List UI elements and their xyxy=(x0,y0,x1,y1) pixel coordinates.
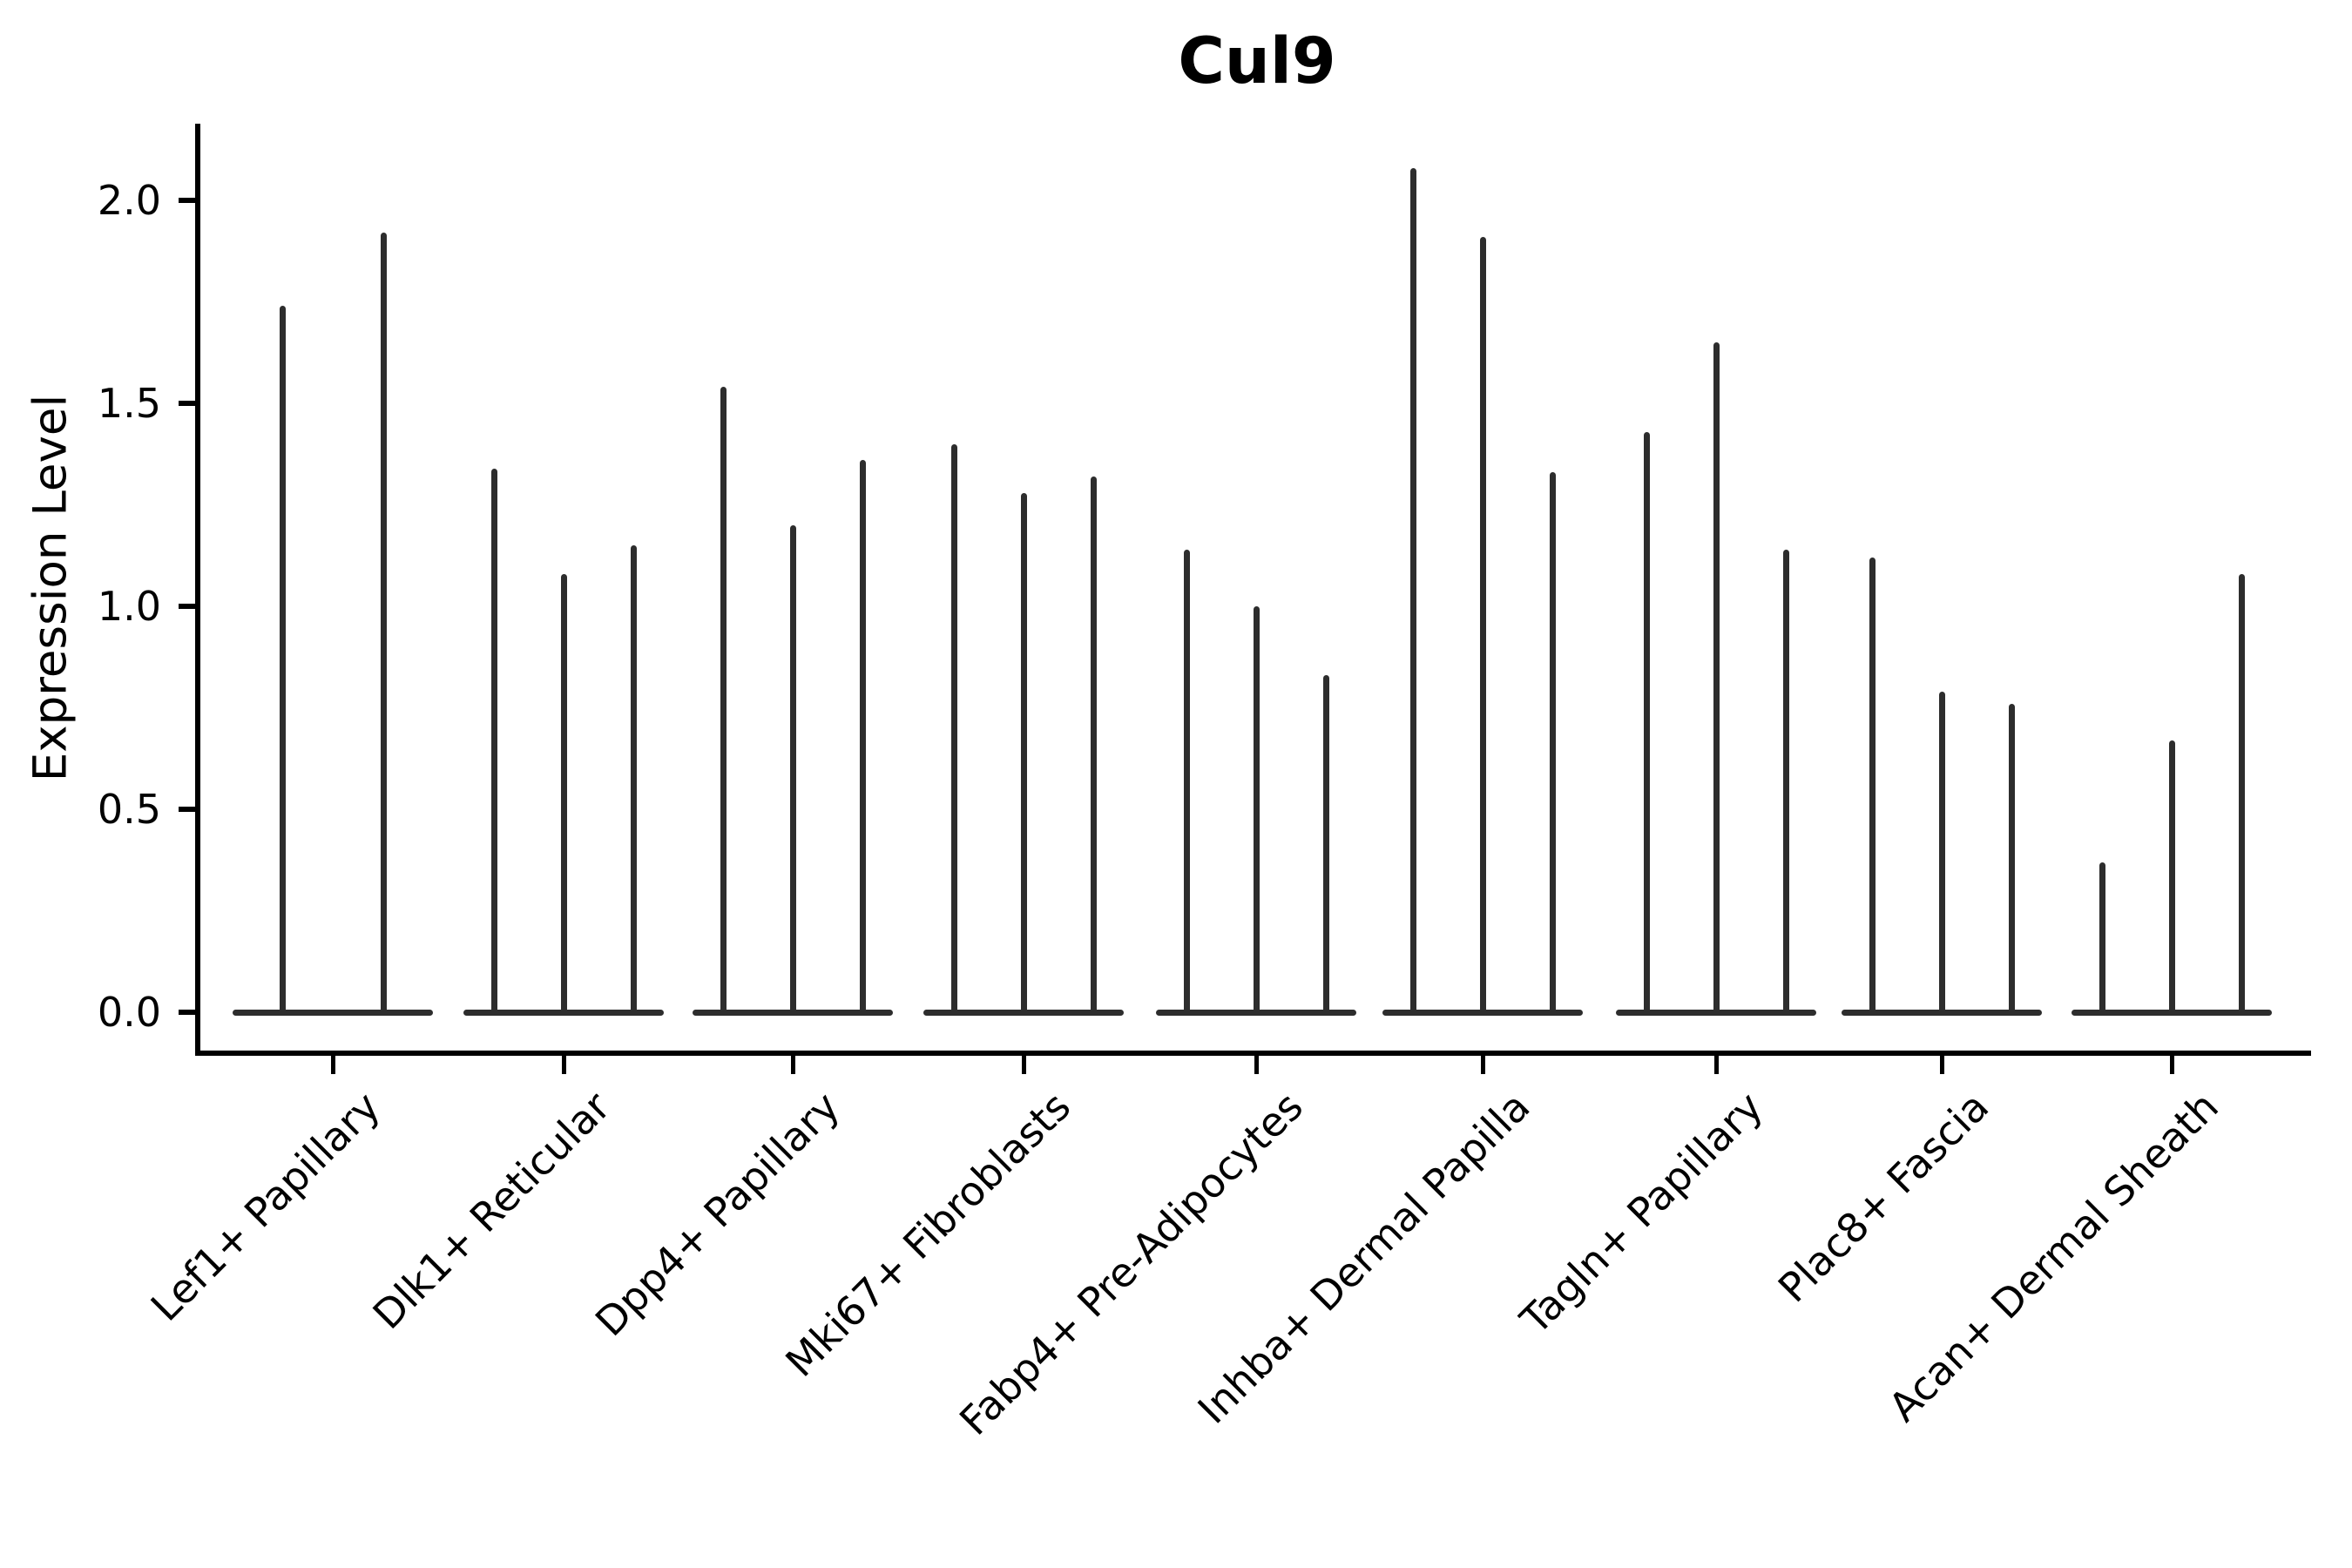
x-tick-label: Tagln+ Papillary xyxy=(1511,1083,1773,1343)
violin-spike xyxy=(1183,550,1190,1015)
violin-spike xyxy=(2008,704,2015,1015)
y-tick xyxy=(179,807,195,812)
violin-spike xyxy=(560,574,567,1015)
violin-spike xyxy=(279,306,286,1015)
violin-spike xyxy=(490,469,497,1015)
x-tick-label: Dpp4+ Papillary xyxy=(585,1083,849,1346)
violin-spike xyxy=(1938,692,1945,1015)
x-tick xyxy=(1021,1053,1026,1074)
y-tick xyxy=(179,604,195,609)
x-tick-label: Plac8+ Fascia xyxy=(1768,1083,1998,1312)
y-tick xyxy=(179,401,195,406)
violin-spike xyxy=(1322,675,1329,1015)
x-tick xyxy=(1713,1053,1719,1074)
x-tick xyxy=(1480,1053,1485,1074)
x-tick xyxy=(330,1053,335,1074)
violin-spike xyxy=(1643,432,1650,1015)
violin-spike xyxy=(1479,237,1486,1015)
x-tick xyxy=(561,1053,566,1074)
chart-title: Cul9 xyxy=(1178,24,1336,98)
x-tick-label: Lef1+ Papillary xyxy=(141,1083,389,1330)
x-tick xyxy=(1939,1053,1944,1074)
violin-spike xyxy=(1869,558,1876,1015)
violin-spike xyxy=(1020,493,1027,1015)
y-tick-label: 0.0 xyxy=(97,989,161,1036)
violin-spike xyxy=(950,444,957,1015)
violin-spike xyxy=(630,545,637,1015)
violin-base xyxy=(233,1009,433,1016)
violin-spike xyxy=(2238,574,2245,1015)
x-tick xyxy=(1254,1053,1259,1074)
violin-spike xyxy=(1409,168,1416,1015)
y-tick-label: 2.0 xyxy=(97,177,161,224)
y-tick xyxy=(179,1010,195,1015)
violin-spike xyxy=(1253,606,1260,1015)
y-axis-spine xyxy=(195,124,200,1056)
x-tick-label: Dlk1+ Reticular xyxy=(363,1083,620,1339)
y-tick-label: 1.0 xyxy=(97,583,161,630)
violin-spike xyxy=(1713,342,1720,1015)
violin-spike xyxy=(859,460,866,1015)
x-axis-spine xyxy=(195,1051,2311,1056)
violin-spike xyxy=(2099,862,2105,1015)
violin-spike xyxy=(1090,476,1097,1015)
violin-spike xyxy=(789,525,796,1015)
x-tick xyxy=(790,1053,795,1074)
x-tick xyxy=(2169,1053,2174,1074)
violin-spike xyxy=(1782,550,1789,1015)
violin-spike xyxy=(380,233,387,1015)
violin-spike xyxy=(720,387,727,1015)
y-tick-label: 0.5 xyxy=(97,786,161,833)
violin-spike xyxy=(1549,472,1556,1015)
y-tick-label: 1.5 xyxy=(97,380,161,427)
y-tick xyxy=(179,198,195,203)
violin-spike xyxy=(2168,740,2175,1015)
